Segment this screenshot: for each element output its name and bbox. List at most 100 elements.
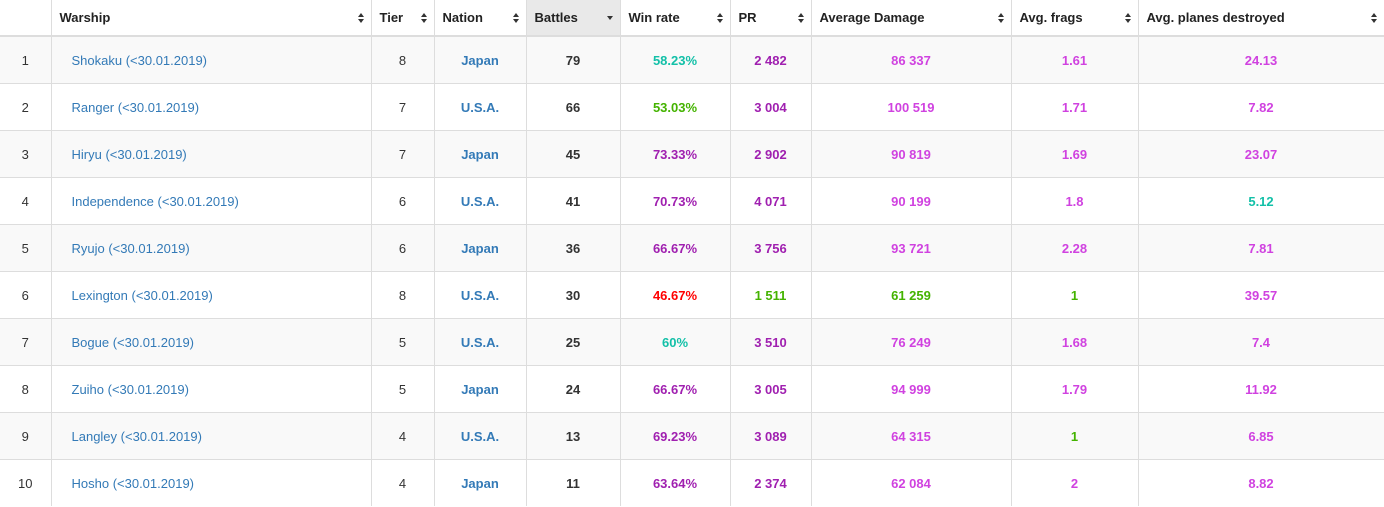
sort-icon	[997, 12, 1005, 23]
win-rate-cell: 70.73%	[620, 177, 731, 225]
avg-frags-cell: 1.71	[1011, 83, 1139, 131]
avg-frags-cell: 1.79	[1011, 365, 1139, 413]
column-header-avg-planes-destroyed[interactable]: Avg. planes destroyed	[1138, 0, 1384, 37]
pr-cell: 3 004	[730, 83, 812, 131]
battles-cell: 36	[526, 224, 621, 272]
sort-icon	[420, 12, 428, 23]
column-header-win-rate[interactable]: Win rate	[620, 0, 731, 37]
nation-cell: U.S.A.	[434, 271, 527, 319]
warship-name-link[interactable]: Independence (<30.01.2019)	[51, 177, 372, 225]
nation-cell: Japan	[434, 130, 527, 178]
avg-frags-cell: 1.69	[1011, 130, 1139, 178]
battles-cell: 30	[526, 271, 621, 319]
average-damage-cell: 90 819	[811, 130, 1012, 178]
table-row: 5 Ryujo (<30.01.2019) 6 Japan 36 66.67% …	[0, 224, 1384, 272]
warship-name-link[interactable]: Langley (<30.01.2019)	[51, 412, 372, 460]
win-rate-cell: 69.23%	[620, 412, 731, 460]
avg-planes-destroyed-cell: 6.85	[1138, 412, 1384, 460]
nation-cell: U.S.A.	[434, 412, 527, 460]
column-header-battles[interactable]: Battles	[526, 0, 621, 37]
avg-planes-destroyed-cell: 5.12	[1138, 177, 1384, 225]
average-damage-cell: 100 519	[811, 83, 1012, 131]
column-header-nation[interactable]: Nation	[434, 0, 527, 37]
tier-cell: 4	[371, 459, 435, 506]
nation-cell: Japan	[434, 459, 527, 506]
nation-cell: Japan	[434, 365, 527, 413]
pr-cell: 4 071	[730, 177, 812, 225]
battles-cell: 45	[526, 130, 621, 178]
battles-cell: 41	[526, 177, 621, 225]
column-header-label: Nation	[442, 10, 483, 25]
sort-icon	[512, 12, 520, 23]
avg-frags-cell: 1	[1011, 412, 1139, 460]
pr-cell: 1 511	[730, 271, 812, 319]
avg-frags-cell: 1.8	[1011, 177, 1139, 225]
avg-planes-destroyed-cell: 11.92	[1138, 365, 1384, 413]
table-row: 9 Langley (<30.01.2019) 4 U.S.A. 13 69.2…	[0, 412, 1384, 460]
avg-planes-destroyed-cell: 39.57	[1138, 271, 1384, 319]
column-header-pr[interactable]: PR	[730, 0, 812, 37]
avg-frags-cell: 1.61	[1011, 35, 1139, 84]
tier-cell: 5	[371, 365, 435, 413]
warship-name-link[interactable]: Ryujo (<30.01.2019)	[51, 224, 372, 272]
battles-cell: 24	[526, 365, 621, 413]
column-header-label: Avg. frags	[1019, 10, 1083, 25]
tier-cell: 8	[371, 35, 435, 84]
average-damage-cell: 93 721	[811, 224, 1012, 272]
pr-cell: 2 374	[730, 459, 812, 506]
column-header-average-damage[interactable]: Average Damage	[811, 0, 1012, 37]
warship-name-link[interactable]: Hiryu (<30.01.2019)	[51, 130, 372, 178]
tier-cell: 6	[371, 177, 435, 225]
warship-name-link[interactable]: Lexington (<30.01.2019)	[51, 271, 372, 319]
battles-cell: 79	[526, 35, 621, 84]
tier-cell: 5	[371, 318, 435, 366]
column-header-tier[interactable]: Tier	[371, 0, 435, 37]
win-rate-cell: 63.64%	[620, 459, 731, 506]
row-index-cell: 1	[0, 35, 52, 84]
pr-cell: 3 510	[730, 318, 812, 366]
column-header-label: Avg. planes destroyed	[1146, 10, 1285, 25]
warship-name-link[interactable]: Ranger (<30.01.2019)	[51, 83, 372, 131]
average-damage-cell: 62 084	[811, 459, 1012, 506]
row-index-cell: 6	[0, 271, 52, 319]
row-index-cell: 3	[0, 130, 52, 178]
average-damage-cell: 94 999	[811, 365, 1012, 413]
table-row: 3 Hiryu (<30.01.2019) 7 Japan 45 73.33% …	[0, 130, 1384, 178]
average-damage-cell: 76 249	[811, 318, 1012, 366]
column-header-label: Warship	[59, 10, 111, 25]
win-rate-cell: 73.33%	[620, 130, 731, 178]
average-damage-cell: 64 315	[811, 412, 1012, 460]
tier-cell: 4	[371, 412, 435, 460]
win-rate-cell: 46.67%	[620, 271, 731, 319]
column-header-avg-frags[interactable]: Avg. frags	[1011, 0, 1139, 37]
row-index-cell: 9	[0, 412, 52, 460]
row-index-cell: 4	[0, 177, 52, 225]
avg-planes-destroyed-cell: 7.81	[1138, 224, 1384, 272]
warship-name-link[interactable]: Bogue (<30.01.2019)	[51, 318, 372, 366]
sort-icon	[1370, 12, 1378, 23]
avg-planes-destroyed-cell: 7.4	[1138, 318, 1384, 366]
average-damage-cell: 86 337	[811, 35, 1012, 84]
win-rate-cell: 66.67%	[620, 224, 731, 272]
avg-frags-cell: 1	[1011, 271, 1139, 319]
pr-cell: 3 756	[730, 224, 812, 272]
table-row: 2 Ranger (<30.01.2019) 7 U.S.A. 66 53.03…	[0, 83, 1384, 131]
table-row: 6 Lexington (<30.01.2019) 8 U.S.A. 30 46…	[0, 271, 1384, 319]
column-header-warship[interactable]: Warship	[51, 0, 372, 37]
sort-icon	[797, 12, 805, 23]
row-index-cell: 5	[0, 224, 52, 272]
average-damage-cell: 61 259	[811, 271, 1012, 319]
tier-cell: 7	[371, 130, 435, 178]
average-damage-cell: 90 199	[811, 177, 1012, 225]
column-header-label: PR	[738, 10, 757, 25]
warship-name-link[interactable]: Zuiho (<30.01.2019)	[51, 365, 372, 413]
nation-cell: Japan	[434, 224, 527, 272]
sort-icon	[357, 12, 365, 23]
warship-name-link[interactable]: Shokaku (<30.01.2019)	[51, 35, 372, 84]
avg-frags-cell: 2	[1011, 459, 1139, 506]
warship-name-link[interactable]: Hosho (<30.01.2019)	[51, 459, 372, 506]
table-header-row: Warship Tier Nation Battles Win rate PR …	[0, 0, 1384, 37]
nation-cell: U.S.A.	[434, 177, 527, 225]
tier-cell: 6	[371, 224, 435, 272]
row-index-cell: 10	[0, 459, 52, 506]
